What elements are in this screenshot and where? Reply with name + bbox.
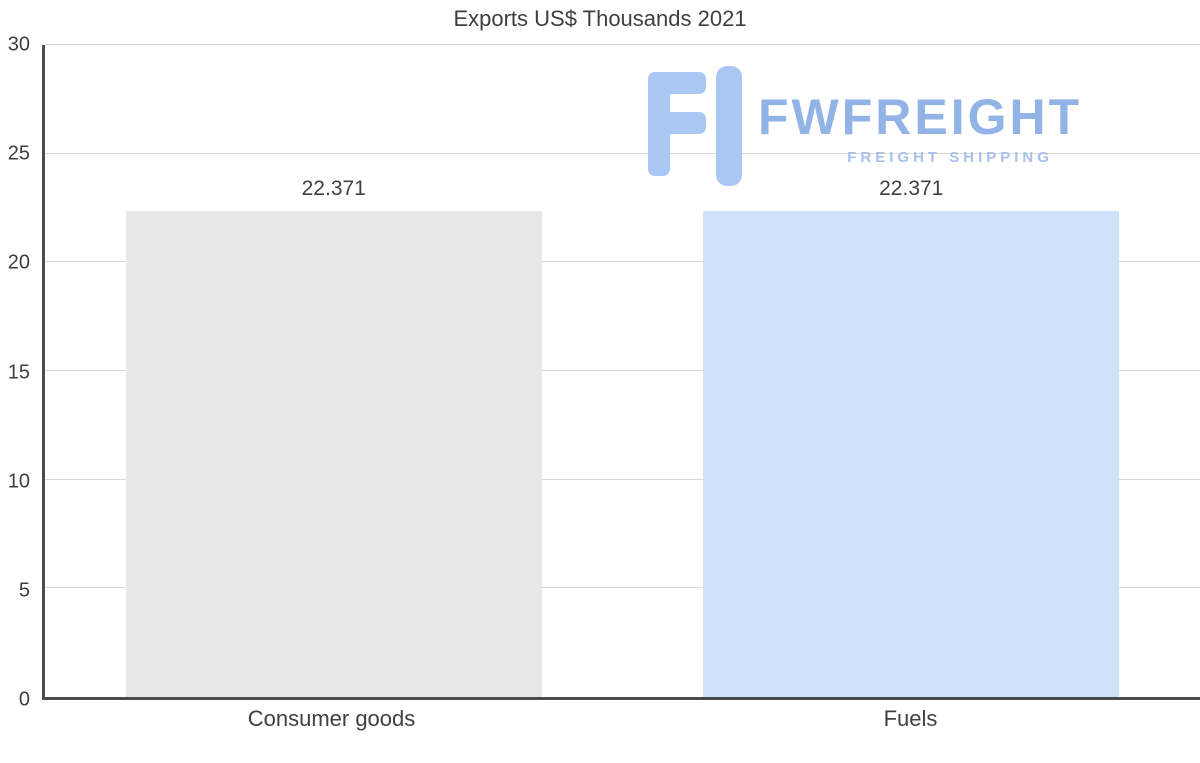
bar-band: 22.371 <box>45 45 623 697</box>
y-axis: 0 5 10 15 20 25 30 <box>0 34 34 711</box>
y-tick-label: 10 <box>7 470 30 493</box>
bar <box>703 210 1120 697</box>
chart-title: Exports US$ Thousands 2021 <box>453 6 747 31</box>
x-category-label: Fuels <box>883 706 938 731</box>
y-tick-label: 20 <box>7 251 30 274</box>
gridline <box>45 370 1200 371</box>
x-category-label: Consumer goods <box>247 706 416 731</box>
x-axis: Consumer goods Fuels <box>42 706 1200 732</box>
bar-series: 22.371 22.371 <box>45 45 1200 697</box>
plot-area: 22.371 22.371 <box>42 44 1200 700</box>
bar-value-label: 22.371 <box>301 176 366 200</box>
gridline <box>45 587 1200 589</box>
y-tick-label: 5 <box>18 579 30 602</box>
y-tick-label: 25 <box>7 142 30 165</box>
gridline <box>45 152 1200 154</box>
y-tick-label: 15 <box>7 361 30 383</box>
gridline <box>45 478 1200 480</box>
bar <box>125 210 542 697</box>
y-tick-label: 0 <box>18 688 30 711</box>
gridline <box>45 44 1200 45</box>
gridline <box>45 261 1200 263</box>
bar-value-label: 22.371 <box>879 176 944 200</box>
y-tick-label: 30 <box>7 33 30 56</box>
bar-band: 22.371 <box>623 45 1200 697</box>
